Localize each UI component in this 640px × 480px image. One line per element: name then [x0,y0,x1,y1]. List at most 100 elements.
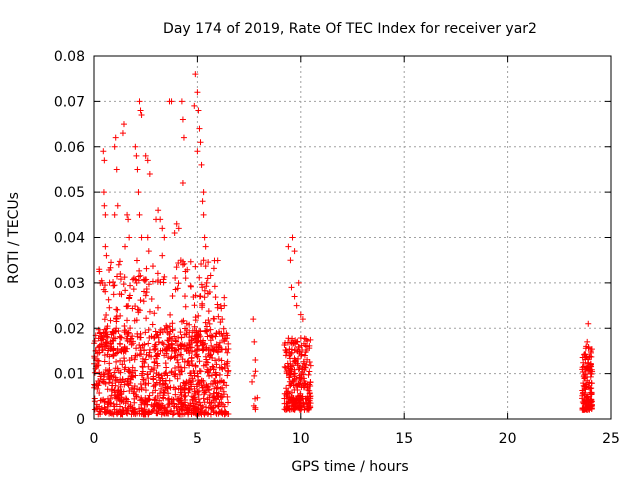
data-point [291,293,298,300]
data-point [101,316,108,323]
data-point [172,286,179,293]
data-point [583,343,590,350]
data-point [167,311,174,318]
data-point [154,331,161,338]
data-point [155,207,162,214]
data-point [199,304,206,311]
data-point [285,367,292,374]
data-point [187,402,194,409]
data-point [173,338,180,345]
data-point [302,342,309,349]
data-point [125,216,132,223]
data-point [289,389,296,396]
data-point [146,308,153,315]
data-point [164,396,171,403]
data-point [198,161,205,168]
data-point [104,401,111,408]
data-point [581,375,588,382]
data-point [175,385,182,392]
data-point [165,390,172,397]
data-point [112,134,119,141]
data-point [151,310,158,317]
y-tick-label: 0.08 [54,49,85,65]
data-point [186,321,193,328]
data-point [144,234,151,241]
data-point [119,130,126,137]
data-point [164,324,171,331]
data-point [159,339,166,346]
data-point [113,393,120,400]
data-point [103,311,110,318]
data-point [104,323,111,330]
chart-title: Day 174 of 2019, Rate Of TEC Index for r… [163,21,537,37]
data-point [111,282,118,289]
data-point [210,390,217,397]
data-point [137,107,144,114]
data-point [96,389,103,396]
data-point [132,372,139,379]
data-point [174,407,181,414]
grid-lines [94,56,611,419]
data-point [107,410,114,417]
data-point [585,320,592,327]
data-point [194,381,201,388]
data-point [192,363,199,370]
data-point [152,328,159,335]
data-point [218,409,225,416]
data-point [136,408,143,415]
data-point [105,373,112,380]
data-point [149,321,156,328]
data-point [291,396,298,403]
data-point [186,339,193,346]
data-point [216,399,223,406]
data-point [175,280,182,287]
data-point [134,352,141,359]
data-point [96,266,103,273]
y-tick-label: 0 [76,412,85,428]
data-point [586,367,593,374]
data-point [95,358,102,365]
data-point [141,277,148,284]
data-point [95,411,102,418]
data-point [126,357,133,364]
data-point [118,388,125,395]
data-point [225,368,232,375]
data-point [145,281,152,288]
data-point [217,346,224,353]
data-point [117,376,124,383]
data-point [176,371,183,378]
data-point [109,380,116,387]
data-point [304,403,311,410]
data-point [251,372,258,379]
data-point [169,292,176,299]
data-point [182,392,189,399]
data-point [100,286,107,293]
data-point [142,387,149,394]
data-point [303,361,310,368]
data-point [97,373,104,380]
data-point [193,332,200,339]
data-point [203,356,210,363]
data-point [207,272,214,279]
data-point [187,344,194,351]
data-point [104,395,111,402]
data-point [116,333,123,340]
data-point [100,376,107,383]
data-point [95,378,102,385]
data-point [108,259,115,266]
data-point [100,371,107,378]
data-point [210,265,217,272]
data-point [135,309,142,316]
data-point [166,323,173,330]
data-point [124,211,131,218]
data-point [143,276,150,283]
data-point [119,376,126,383]
data-point [579,406,586,413]
data-point [117,391,124,398]
data-point [174,375,181,382]
data-point [138,401,145,408]
data-point [251,338,258,345]
data-point [220,379,227,386]
data-point [206,320,213,327]
data-point [218,357,225,364]
